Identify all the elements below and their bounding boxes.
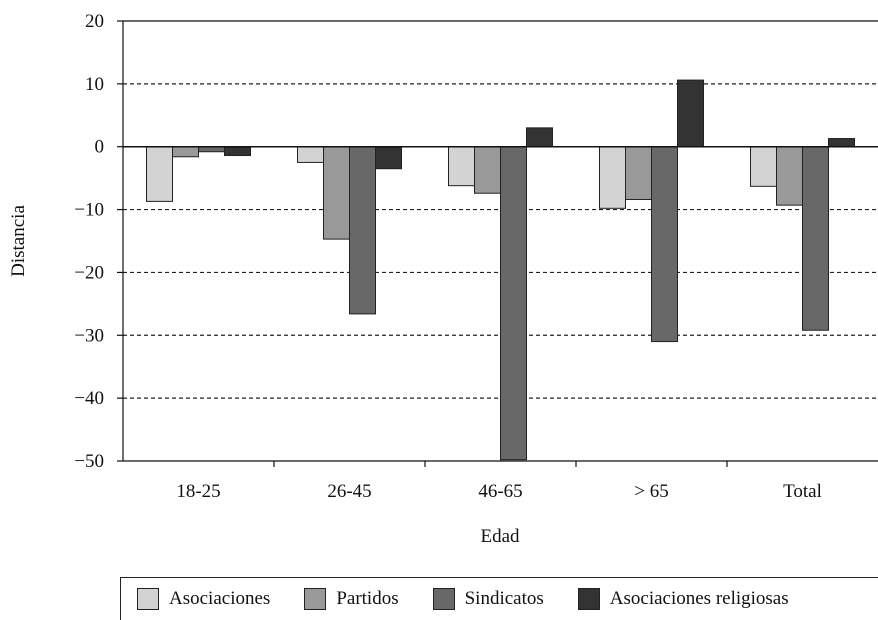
x-tick-labels: 18-25 26-45 46-65 > 65 Total xyxy=(176,481,822,502)
bar xyxy=(198,146,225,153)
bar xyxy=(224,146,251,157)
y-tick-label: −20 xyxy=(74,262,104,283)
bar xyxy=(677,79,704,148)
x-tick-label: 46-65 xyxy=(478,481,522,502)
y-tick-label: 20 xyxy=(85,11,104,32)
bar xyxy=(802,146,829,331)
y-tick-label: −30 xyxy=(74,325,104,346)
legend-label: Asociaciones religiosas xyxy=(609,588,789,609)
legend-item: Partidos xyxy=(304,588,399,610)
legend-swatch xyxy=(577,588,600,610)
legend: Asociaciones Partidos Sindicatos Asociacion… xyxy=(120,577,878,620)
legend-item: Asociaciones religiosas xyxy=(577,588,789,610)
bar xyxy=(474,146,501,194)
axes xyxy=(117,20,878,467)
x-tick-label: Total xyxy=(783,481,822,502)
x-tick-label: > 65 xyxy=(634,481,668,502)
bar xyxy=(323,146,350,240)
y-axis-label: Distancia xyxy=(8,205,29,277)
y-tick-label: 10 xyxy=(85,74,104,95)
bar xyxy=(297,146,324,163)
x-tick-label: 18-25 xyxy=(176,481,220,502)
legend-item: Sindicatos xyxy=(432,588,544,610)
bar xyxy=(625,146,652,201)
y-tick-label: −10 xyxy=(74,200,104,221)
bar xyxy=(375,146,402,170)
legend-swatch xyxy=(432,588,455,610)
bar xyxy=(172,146,199,158)
bar xyxy=(448,146,475,187)
bar xyxy=(500,146,527,461)
x-axis-label: Edad xyxy=(480,526,520,547)
y-tick-labels: 20 10 0 −10 −20 −30 −40 −50 xyxy=(74,11,104,472)
bar xyxy=(750,146,777,187)
legend-label: Asociaciones xyxy=(169,588,271,609)
bar xyxy=(599,146,626,209)
bar xyxy=(828,138,855,148)
legend-item: Asociaciones xyxy=(137,588,270,610)
bar xyxy=(526,127,553,148)
y-tick-label: 0 xyxy=(95,137,105,158)
legend-label: Sindicatos xyxy=(464,588,544,609)
bar xyxy=(349,146,376,315)
y-tick-label: −40 xyxy=(74,388,104,409)
bar xyxy=(776,146,803,206)
legend-swatch xyxy=(304,588,327,610)
y-tick-label: −50 xyxy=(74,451,104,472)
legend-label: Partidos xyxy=(336,588,399,609)
bars xyxy=(146,79,855,461)
bar xyxy=(146,146,173,202)
bar xyxy=(651,146,678,343)
x-tick-label: 26-45 xyxy=(327,481,371,502)
legend-swatch xyxy=(137,588,159,610)
bar-chart: 20 10 0 −10 −20 −30 −40 −50 18-25 26-45 46-65 > 65… xyxy=(8,11,878,547)
